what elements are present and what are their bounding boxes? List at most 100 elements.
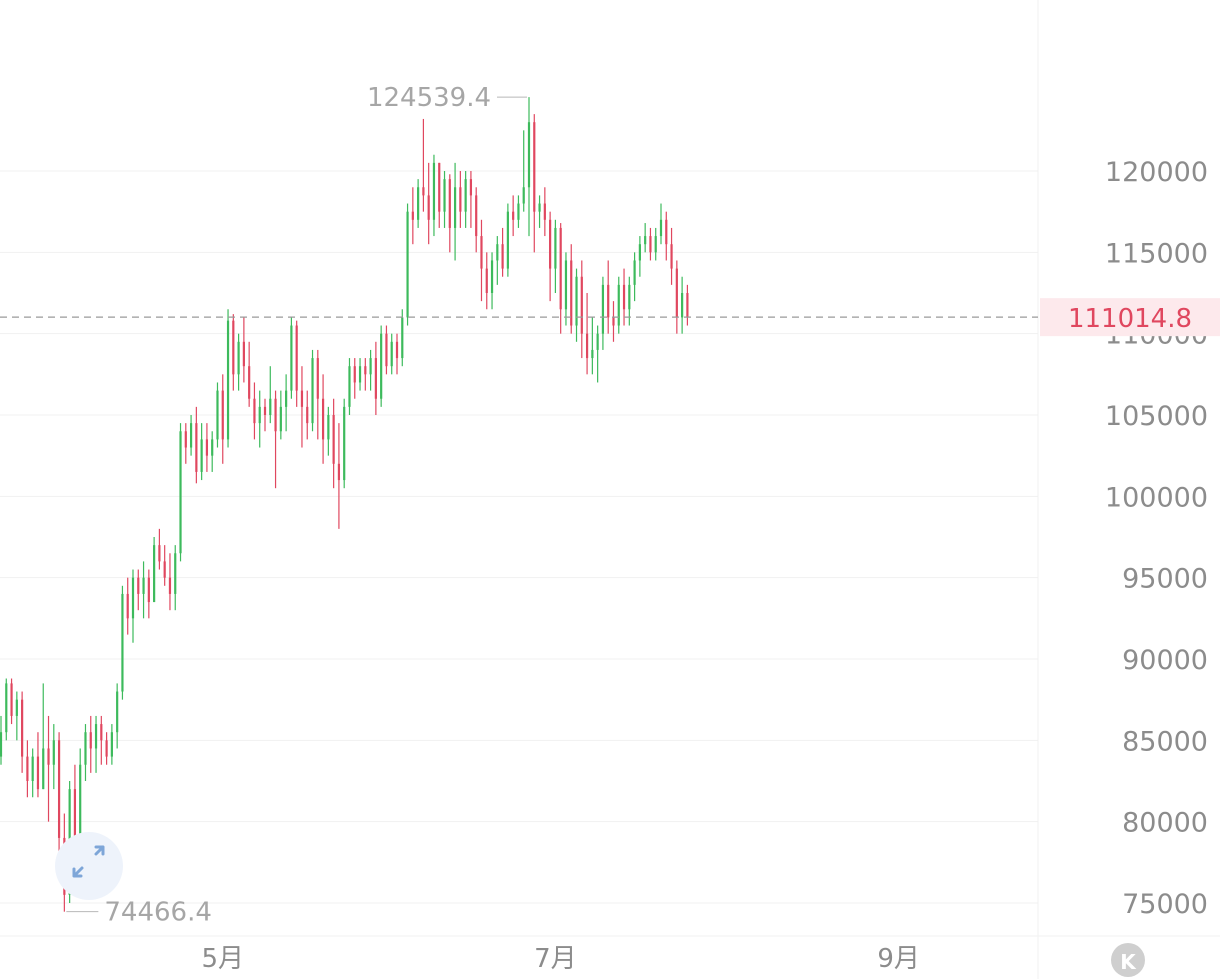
candle-body	[453, 187, 457, 228]
candle	[84, 724, 87, 781]
candle-body	[675, 268, 678, 318]
candle-body	[0, 732, 3, 757]
candle	[459, 171, 462, 228]
candle-body	[42, 748, 45, 790]
candle-body	[47, 748, 50, 765]
candle	[638, 236, 641, 277]
candle	[258, 390, 261, 448]
candle-body	[52, 740, 55, 765]
candle	[522, 130, 525, 212]
candle-body	[195, 423, 198, 472]
x-tick-label: 7月	[534, 944, 577, 974]
candle	[496, 236, 499, 285]
candle-body	[575, 276, 578, 326]
candle-body	[395, 341, 399, 359]
candle	[675, 260, 678, 334]
candle	[617, 276, 620, 334]
candle	[153, 537, 156, 603]
candle-body	[311, 358, 314, 424]
candle-body	[369, 358, 372, 375]
candle-body	[517, 203, 520, 220]
grid-lines	[0, 170, 1038, 904]
candle	[411, 187, 414, 245]
candle	[665, 211, 668, 261]
candle-body	[168, 577, 172, 594]
high-price-label: 124539.4	[367, 83, 491, 113]
candle	[469, 171, 473, 228]
y-tick-label: 90000	[1122, 645, 1208, 676]
candle	[659, 203, 663, 245]
candle	[453, 162, 457, 261]
candle	[596, 325, 599, 383]
candle	[242, 317, 245, 383]
candle	[432, 154, 436, 237]
candle	[31, 748, 34, 798]
candle-body	[253, 398, 256, 424]
candle	[221, 374, 224, 464]
low-price-label: 74466.4	[104, 898, 212, 928]
candle-body	[670, 244, 673, 269]
candle	[369, 349, 372, 391]
y-tick-label: 85000	[1122, 726, 1208, 757]
candle-body	[570, 260, 573, 326]
candle-body	[549, 219, 552, 269]
candle	[390, 333, 393, 375]
candle-body	[163, 561, 166, 578]
candle-body	[496, 244, 499, 261]
candle-body	[681, 293, 684, 318]
zoom-toggle-icon[interactable]	[55, 832, 123, 900]
candle-body	[480, 236, 483, 269]
candle	[105, 732, 108, 765]
candle	[343, 398, 346, 489]
candle-body	[211, 439, 214, 456]
candle-body	[401, 317, 404, 359]
candle	[649, 227, 652, 261]
candle-body	[274, 398, 277, 432]
y-tick-label: 100000	[1105, 482, 1208, 513]
candle-body	[559, 227, 562, 310]
candle-body	[522, 187, 525, 204]
candle	[570, 244, 573, 334]
candle-body	[31, 756, 34, 781]
candle-body	[638, 244, 641, 261]
candle-body	[374, 358, 377, 399]
candle-body	[459, 187, 462, 212]
candle	[168, 553, 172, 611]
candle	[184, 423, 187, 464]
kline-mode-button[interactable]: K	[1111, 943, 1145, 977]
candle-body	[110, 732, 113, 757]
candle-body	[612, 317, 615, 326]
candle	[464, 171, 467, 228]
candle-body	[216, 390, 219, 440]
candle	[195, 406, 198, 484]
x-tick-label: 9月	[877, 944, 920, 974]
candle-body	[147, 577, 150, 603]
candle	[670, 227, 673, 285]
candle-body	[406, 211, 409, 318]
candle	[506, 203, 509, 277]
candle	[137, 569, 140, 611]
candle-body	[295, 325, 298, 391]
candle	[0, 715, 3, 765]
candle-body	[506, 211, 509, 269]
candle-body	[343, 406, 346, 481]
candle-body	[21, 699, 24, 757]
candle	[100, 715, 103, 765]
candle-body	[448, 179, 451, 228]
candle	[321, 374, 325, 464]
candle-body	[306, 406, 309, 424]
candle	[490, 252, 494, 310]
candle	[47, 715, 50, 822]
candle	[42, 683, 45, 790]
candle-body	[564, 260, 568, 310]
candle-body	[285, 390, 288, 407]
candle	[274, 390, 277, 489]
last-price-label: 111014.8	[1068, 304, 1192, 334]
candle-body	[348, 366, 351, 407]
price-axis: 7500080000850009000095000100000105000110…	[1105, 157, 1208, 920]
candle-body	[269, 398, 272, 415]
candle-body	[205, 439, 209, 456]
candle-body	[353, 366, 356, 383]
candle	[549, 211, 552, 302]
